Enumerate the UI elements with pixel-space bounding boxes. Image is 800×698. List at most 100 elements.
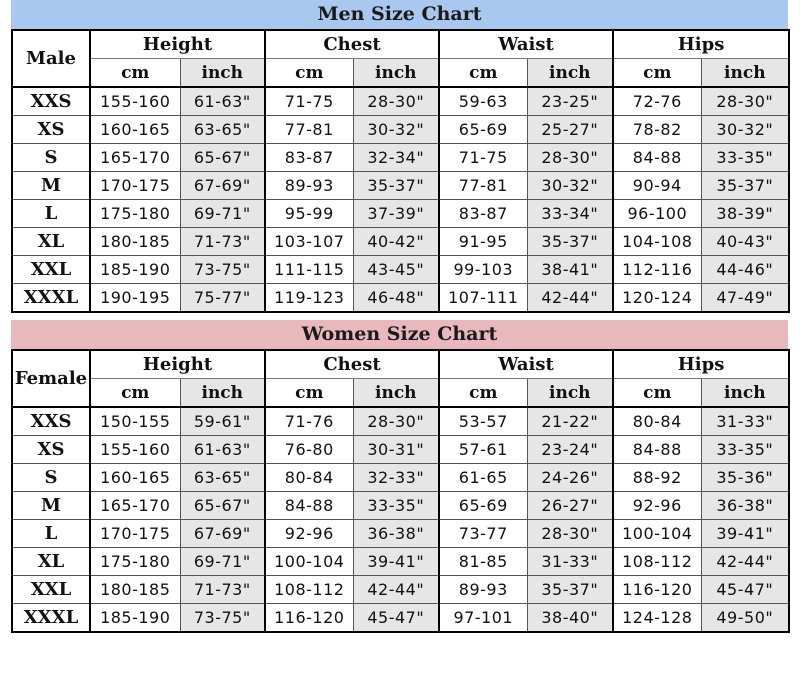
cm-value-cell: 59-63 — [438, 86, 528, 116]
cm-value-cell: 73-77 — [438, 519, 528, 548]
unit-header-cm: cm — [612, 378, 702, 408]
cm-value-cell: 88-92 — [612, 463, 702, 492]
men-size-chart: Men Size Chart Male Height Chest Waist H… — [11, 0, 791, 313]
gender-header: Female — [11, 349, 91, 408]
cm-value-cell: 100-104 — [264, 547, 354, 576]
cm-value-cell: 53-57 — [438, 406, 528, 436]
inch-value-cell: 33-35" — [700, 435, 790, 464]
group-header-chest: Chest — [264, 349, 440, 379]
cm-value-cell: 92-96 — [612, 491, 702, 520]
unit-header-inch: inch — [700, 378, 790, 408]
size-label: XXS — [11, 86, 91, 116]
size-label: L — [11, 199, 91, 228]
size-label: M — [11, 171, 91, 200]
unit-header-inch: inch — [179, 58, 266, 88]
inch-value-cell: 28-30" — [352, 86, 440, 116]
cm-value-cell: 108-112 — [264, 575, 354, 604]
size-label: XXL — [11, 575, 91, 604]
inch-value-cell: 39-41" — [352, 547, 440, 576]
size-label: XXXL — [11, 283, 91, 313]
inch-value-cell: 30-31" — [352, 435, 440, 464]
cm-value-cell: 77-81 — [264, 115, 354, 144]
inch-value-cell: 39-41" — [700, 519, 790, 548]
cm-value-cell: 77-81 — [438, 171, 528, 200]
cm-value-cell: 190-195 — [89, 283, 181, 313]
inch-value-cell: 49-50" — [700, 603, 790, 633]
cm-value-cell: 91-95 — [438, 227, 528, 256]
inch-value-cell: 40-42" — [352, 227, 440, 256]
inch-value-cell: 32-33" — [352, 463, 440, 492]
cm-value-cell: 71-75 — [438, 143, 528, 172]
inch-value-cell: 35-37" — [526, 227, 614, 256]
table-row: L 175-180 69-71" 95-99 37-39" 83-87 33-34" 96-1… — [11, 199, 790, 228]
table-row: XXS 150-155 59-61" 71-76 28-30" 53-57 21-22" 80… — [11, 406, 790, 436]
cm-value-cell: 120-124 — [612, 283, 702, 313]
inch-value-cell: 25-27" — [526, 115, 614, 144]
table-row: XXL 180-185 71-73" 108-112 42-44" 89-93 35-37"… — [11, 575, 790, 604]
women-chart-title: Women Size Chart — [11, 320, 788, 349]
inch-value-cell: 36-38" — [352, 519, 440, 548]
men-size-table: Male Height Chest Waist Hips cm inch cm … — [11, 29, 791, 313]
cm-value-cell: 108-112 — [612, 547, 702, 576]
cm-value-cell: 165-170 — [89, 491, 181, 520]
cm-value-cell: 76-80 — [264, 435, 354, 464]
cm-value-cell: 78-82 — [612, 115, 702, 144]
inch-value-cell: 36-38" — [700, 491, 790, 520]
inch-value-cell: 71-73" — [179, 575, 266, 604]
inch-value-cell: 46-48" — [352, 283, 440, 313]
table-row: XS 155-160 61-63" 76-80 30-31" 57-61 23-24" 84-… — [11, 435, 790, 464]
cm-value-cell: 180-185 — [89, 227, 181, 256]
inch-value-cell: 23-25" — [526, 86, 614, 116]
table-row: XXXL 190-195 75-77" 119-123 46-48" 107-111 42-… — [11, 283, 790, 313]
unit-header-inch: inch — [179, 378, 266, 408]
table-row: M 170-175 67-69" 89-93 35-37" 77-81 30-32" 90-9… — [11, 171, 790, 200]
inch-value-cell: 38-41" — [526, 255, 614, 284]
inch-value-cell: 45-47" — [352, 603, 440, 633]
cm-value-cell: 96-100 — [612, 199, 702, 228]
inch-value-cell: 75-77" — [179, 283, 266, 313]
inch-value-cell: 30-32" — [526, 171, 614, 200]
table-row: M 165-170 65-67" 84-88 33-35" 65-69 26-27" 92-9… — [11, 491, 790, 520]
cm-value-cell: 90-94 — [612, 171, 702, 200]
table-row: XXXL 185-190 73-75" 116-120 45-47" 97-101 38-4… — [11, 603, 790, 633]
size-label: XXXL — [11, 603, 91, 633]
unit-header-inch: inch — [352, 58, 440, 88]
inch-value-cell: 21-22" — [526, 406, 614, 436]
inch-value-cell: 31-33" — [526, 547, 614, 576]
cm-value-cell: 84-88 — [612, 143, 702, 172]
table-row: XS 160-165 63-65" 77-81 30-32" 65-69 25-27" 78-… — [11, 115, 790, 144]
inch-value-cell: 42-44" — [526, 283, 614, 313]
inch-value-cell: 33-35" — [700, 143, 790, 172]
inch-value-cell: 42-44" — [700, 547, 790, 576]
cm-value-cell: 65-69 — [438, 115, 528, 144]
cm-value-cell: 89-93 — [264, 171, 354, 200]
inch-value-cell: 59-61" — [179, 406, 266, 436]
inch-value-cell: 28-30" — [352, 406, 440, 436]
inch-value-cell: 28-30" — [700, 86, 790, 116]
inch-value-cell: 47-49" — [700, 283, 790, 313]
cm-value-cell: 124-128 — [612, 603, 702, 633]
size-label: S — [11, 143, 91, 172]
table-row: XL 175-180 69-71" 100-104 39-41" 81-85 31-33" 1… — [11, 547, 790, 576]
cm-value-cell: 71-76 — [264, 406, 354, 436]
cm-value-cell: 99-103 — [438, 255, 528, 284]
cm-value-cell: 112-116 — [612, 255, 702, 284]
cm-value-cell: 104-108 — [612, 227, 702, 256]
cm-value-cell: 80-84 — [264, 463, 354, 492]
inch-value-cell: 43-45" — [352, 255, 440, 284]
unit-header-inch: inch — [700, 58, 790, 88]
inch-value-cell: 65-67" — [179, 491, 266, 520]
group-header-height: Height — [89, 29, 266, 59]
inch-value-cell: 30-32" — [352, 115, 440, 144]
cm-value-cell: 83-87 — [264, 143, 354, 172]
men-chart-title: Men Size Chart — [11, 0, 788, 29]
size-label: XL — [11, 547, 91, 576]
unit-header-cm: cm — [89, 58, 181, 88]
inch-value-cell: 63-65" — [179, 115, 266, 144]
unit-header-inch: inch — [526, 58, 614, 88]
inch-value-cell: 35-37" — [700, 171, 790, 200]
cm-value-cell: 80-84 — [612, 406, 702, 436]
cm-value-cell: 150-155 — [89, 406, 181, 436]
inch-value-cell: 35-36" — [700, 463, 790, 492]
unit-header-cm: cm — [438, 378, 528, 408]
